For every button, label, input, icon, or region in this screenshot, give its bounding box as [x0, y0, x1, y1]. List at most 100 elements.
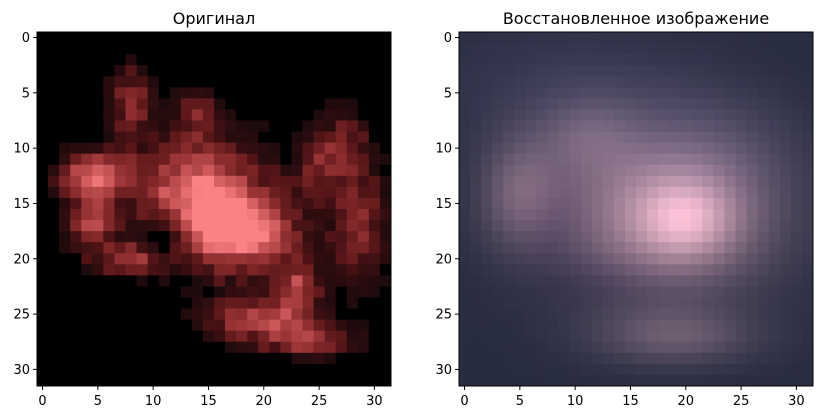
image-pixel [613, 65, 626, 77]
image-pixel [70, 330, 82, 343]
image-pixel [180, 275, 193, 287]
image-pixel [48, 98, 60, 110]
x-tick-label: 10 [567, 394, 584, 409]
image-pixel [103, 76, 115, 88]
image-pixel [713, 264, 725, 276]
image-pixel [81, 308, 93, 321]
image-pixel [158, 175, 171, 188]
image-pixel [503, 341, 515, 354]
image-pixel [779, 32, 792, 44]
image-pixel [48, 242, 60, 254]
image-pixel [702, 131, 714, 144]
image-pixel [647, 231, 659, 243]
image-pixel [269, 341, 281, 354]
image-pixel [258, 197, 270, 210]
image-pixel [647, 352, 659, 365]
image-pixel [503, 231, 515, 243]
image-pixel [147, 43, 160, 55]
image-pixel [236, 297, 248, 309]
image-pixel [757, 374, 770, 387]
image-pixel [569, 275, 582, 287]
image-pixel [191, 253, 204, 265]
image-pixel [324, 87, 337, 99]
image-pixel [547, 319, 559, 332]
image-pixel [591, 319, 604, 332]
image-pixel [801, 131, 814, 144]
image-pixel [514, 32, 526, 44]
image-pixel [225, 109, 237, 121]
image-pixel [59, 308, 71, 321]
image-pixel [357, 231, 370, 243]
image-pixel [379, 120, 392, 132]
image-pixel [768, 363, 781, 376]
image-pixel [569, 153, 582, 166]
image-pixel [125, 352, 137, 365]
image-pixel [658, 131, 670, 144]
image-pixel [136, 142, 149, 155]
image-pixel [768, 164, 781, 177]
image-pixel [147, 297, 160, 309]
image-pixel [790, 32, 803, 44]
image-pixel [81, 264, 93, 276]
image-pixel [569, 341, 582, 354]
image-pixel [470, 164, 482, 177]
axis-frame-reconstructed [458, 31, 814, 387]
image-pixel [169, 131, 182, 144]
image-pixel [191, 186, 204, 199]
image-pixel [547, 197, 559, 210]
image-pixel [702, 153, 714, 166]
image-pixel [492, 286, 504, 298]
image-pixel [801, 352, 814, 365]
image-pixel [790, 319, 803, 332]
image-pixel [225, 330, 237, 343]
image-pixel [779, 43, 792, 55]
image-pixel [379, 209, 392, 221]
image-pixel [136, 87, 149, 99]
image-pixel [624, 297, 637, 309]
image-pixel [702, 120, 714, 132]
image-pixel [158, 341, 171, 354]
image-pixel [247, 54, 259, 66]
x-tick-label: 20 [678, 394, 695, 409]
image-pixel [735, 153, 748, 166]
y-tick-label: 15 [13, 197, 30, 212]
image-pixel [92, 253, 104, 265]
image-pixel [48, 153, 60, 166]
image-pixel [191, 98, 204, 110]
image-pixel [214, 87, 226, 99]
image-pixel [647, 297, 659, 309]
image-pixel [492, 109, 504, 121]
image-pixel [624, 319, 637, 332]
image-pixel [613, 231, 626, 243]
image-pixel [680, 98, 692, 110]
image-pixel [368, 76, 381, 88]
image-pixel [746, 297, 759, 309]
image-pixel [81, 109, 93, 121]
image-pixel [214, 175, 226, 188]
image-pixel [247, 131, 259, 144]
image-pixel [302, 153, 314, 166]
image-pixel [313, 186, 326, 199]
image-pixel [470, 220, 482, 232]
image-pixel [48, 363, 60, 376]
image-pixel [624, 76, 637, 88]
image-pixel [147, 153, 160, 166]
image-pixel [459, 43, 471, 55]
image-pixel [147, 220, 160, 232]
image-pixel [291, 120, 303, 132]
image-pixel [158, 242, 171, 254]
image-pixel [103, 131, 115, 144]
image-pixel [335, 186, 348, 199]
image-pixel [169, 43, 182, 55]
image-pixel [158, 264, 171, 276]
image-pixel [169, 142, 182, 155]
image-pixel [558, 253, 571, 265]
image-pixel [746, 352, 759, 365]
image-pixel [114, 264, 126, 276]
image-pixel [459, 87, 471, 99]
image-pixel [368, 109, 381, 121]
image-pixel [503, 98, 515, 110]
image-pixel [180, 43, 193, 55]
image-pixel [335, 120, 348, 132]
image-pixel [558, 352, 571, 365]
